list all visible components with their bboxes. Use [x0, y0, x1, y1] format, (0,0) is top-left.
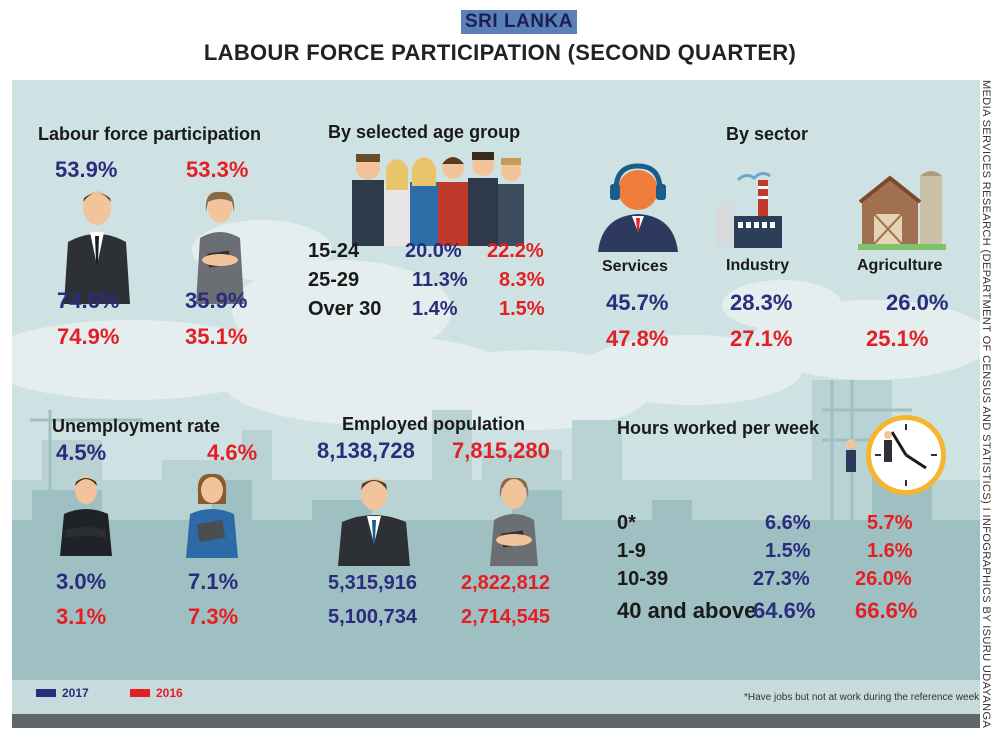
participation-row2-female: 35.1% — [185, 324, 248, 349]
age-row-2016-2: 8.3% — [499, 269, 545, 291]
unemployment-row1-female: 7.1% — [188, 569, 239, 594]
employed-row1-female: 2,822,812 — [461, 572, 550, 594]
road-strip — [12, 714, 980, 728]
participation-row1-female: 35.9% — [185, 288, 248, 313]
female-figure-icon — [196, 191, 244, 304]
age-row-2016-3: 1.5% — [499, 298, 545, 320]
page-title: LABOUR FORCE PARTICIPATION (SECOND QUART… — [203, 40, 797, 65]
sector-heading: By sector — [726, 124, 809, 144]
hours-heading: Hours worked per week — [617, 418, 820, 438]
unemployed-female-icon — [186, 473, 238, 558]
sector-label-agriculture: Agriculture — [857, 257, 943, 274]
unemployment-2017-value: 4.5% — [56, 440, 107, 465]
hours-row-label-1: 0* — [617, 512, 636, 534]
age-group-heading: By selected age group — [328, 122, 521, 142]
unemployed-male-icon — [60, 476, 112, 556]
age-row-2016-1: 22.2% — [487, 240, 544, 262]
hours-row-2017-1: 6.6% — [765, 512, 811, 534]
header: SRI LANKA LABOUR FORCE PARTICIPATION (SE… — [0, 0, 1000, 80]
employed-row2-female: 2,714,545 — [461, 606, 550, 628]
employed-row1-male: 5,315,916 — [328, 572, 417, 594]
hours-row-2016-3: 26.0% — [855, 568, 912, 590]
hours-row-label-3: 10-39 — [617, 568, 669, 590]
employed-row2-male: 5,100,734 — [328, 606, 417, 628]
sector-services-2017: 45.7% — [606, 290, 669, 315]
age-row-label-2: 25-29 — [308, 269, 360, 291]
employed-heading: Employed population — [342, 414, 525, 434]
participation-2017-value: 53.9% — [55, 157, 118, 182]
agriculture-barn-icon — [858, 171, 946, 250]
unemployment-row1-male: 3.0% — [56, 569, 107, 594]
age-row-2017-2: 11.3% — [412, 269, 468, 291]
hours-row-2016-1: 5.7% — [867, 512, 913, 534]
hours-row-2017-4: 64.6% — [753, 598, 816, 623]
clock-icon — [846, 415, 946, 495]
legend-2016-swatch — [130, 689, 150, 697]
credit-text: MEDIA SERVICES RESEARCH (DEPARTMENT OF C… — [980, 80, 992, 729]
industry-factory-icon — [716, 171, 782, 248]
hours-row-2016-2: 1.6% — [867, 540, 913, 562]
unemployment-row2-male: 3.1% — [56, 604, 107, 629]
participation-row2-male: 74.9% — [57, 324, 120, 349]
participation-row1-male: 74.6% — [57, 288, 120, 313]
youth-group-icon — [352, 152, 524, 246]
hours-row-label-4: 40 and above — [617, 598, 757, 623]
legend-2016-label: 2016 — [156, 686, 183, 700]
hours-row-label-2: 1-9 — [617, 540, 646, 562]
sector-agriculture-2017: 26.0% — [886, 290, 949, 315]
legend-2017-swatch — [36, 689, 56, 697]
sector-label-industry: Industry — [726, 257, 790, 274]
city-skyline-background — [12, 220, 980, 714]
unemployment-row2-female: 7.3% — [188, 604, 239, 629]
footnote: *Have jobs but not at work during the re… — [744, 692, 980, 703]
unemployment-2016-value: 4.6% — [207, 440, 258, 465]
hours-row-2017-3: 27.3% — [753, 568, 810, 590]
sector-services-2016: 47.8% — [606, 326, 669, 351]
age-row-label-3: Over 30 — [308, 298, 382, 320]
employed-female-icon — [490, 477, 538, 566]
sector-industry-2017: 28.3% — [730, 290, 793, 315]
sector-industry-2016: 27.1% — [730, 326, 793, 351]
sector-agriculture-2016: 25.1% — [866, 326, 929, 351]
age-row-2017-1: 20.0% — [405, 240, 462, 262]
hours-row-2016-4: 66.6% — [855, 598, 918, 623]
country-label: SRI LANKA — [461, 10, 577, 34]
employed-2016-value: 7,815,280 — [452, 438, 550, 463]
male-figure-icon — [64, 191, 130, 304]
unemployment-heading: Unemployment rate — [52, 416, 221, 436]
age-row-label-1: 15-24 — [308, 240, 360, 262]
hours-row-2017-2: 1.5% — [765, 540, 811, 562]
legend-2017-label: 2017 — [62, 686, 89, 700]
employed-2017-value: 8,138,728 — [317, 438, 415, 463]
participation-heading: Labour force participation — [38, 124, 262, 144]
employed-male-icon — [338, 478, 410, 566]
sector-label-services: Services — [602, 258, 668, 275]
age-row-2017-3: 1.4% — [412, 298, 458, 320]
services-headset-icon — [598, 163, 678, 252]
infographic-panel: Labour force participation 53.9% 53.3% 7… — [12, 80, 980, 714]
participation-2016-value: 53.3% — [186, 157, 249, 182]
